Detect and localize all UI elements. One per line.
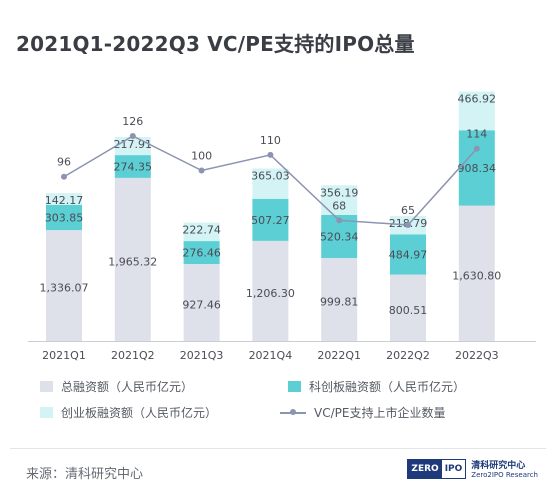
data-label-chinext: 222.74 — [182, 224, 221, 237]
data-label-total: 999.81 — [320, 296, 359, 309]
bar-total — [183, 264, 220, 341]
data-label-star: 484.97 — [389, 248, 428, 261]
bar-star — [183, 241, 220, 265]
data-label-chinext: 356.19 — [320, 186, 359, 199]
x-tick-label: 2022Q3 — [455, 349, 499, 362]
data-label-total: 927.46 — [182, 299, 221, 312]
legend-swatch-line — [280, 407, 306, 418]
data-label-star: 276.46 — [182, 247, 221, 260]
data-label-total: 1,206.30 — [246, 287, 295, 300]
line-data-label: 65 — [401, 204, 415, 217]
data-label-star: 507.27 — [251, 214, 290, 227]
legend-swatch-total — [40, 381, 53, 392]
bar-star — [46, 204, 82, 231]
legend-item-chinext: 创业板融资额（人民币亿元） — [40, 404, 217, 421]
line-data-label: 126 — [122, 115, 143, 128]
footer-divider — [10, 448, 546, 449]
x-tick-label: 2022Q1 — [317, 349, 361, 362]
legend-item-total: 总融资额（人民币亿元） — [40, 378, 193, 395]
logo-mark: ZERO IPO — [407, 458, 467, 479]
bar-chinext — [252, 168, 289, 199]
legend-item-line: VC/PE支持上市企业数量 — [280, 404, 445, 421]
bar-total — [321, 258, 358, 341]
data-label-star: 908.34 — [458, 162, 497, 175]
logo-en: Zero2IPO Research — [471, 471, 538, 479]
line-point — [61, 173, 67, 180]
legend-label-total: 总融资额（人民币亿元） — [61, 380, 194, 394]
line-point — [473, 145, 480, 152]
bar-chinext — [183, 222, 220, 242]
x-tick-label: 2021Q2 — [111, 349, 155, 362]
source-note: 来源：清科研究中心 — [26, 467, 144, 482]
logo-ipo: IPO — [444, 463, 463, 474]
data-label-total: 1,336.07 — [40, 282, 89, 295]
bar-chinext — [458, 91, 495, 131]
line-data-label: 68 — [332, 199, 346, 212]
line-point — [405, 222, 411, 228]
logo-cn: 清科研究中心 — [471, 461, 526, 471]
x-tick-label: 2021Q1 — [42, 349, 86, 362]
legend-label-chinext: 创业板融资额（人民币亿元） — [61, 406, 218, 420]
bar-star — [458, 130, 495, 206]
data-label-chinext: 142.17 — [45, 194, 84, 207]
line-data-label: 96 — [57, 156, 71, 169]
data-label-star: 274.35 — [114, 160, 153, 173]
line-point — [198, 167, 205, 174]
x-tick-label: 2022Q2 — [386, 349, 430, 362]
bar-total — [390, 274, 426, 341]
line-point — [129, 133, 136, 139]
chart-title: 2021Q1-2022Q3 VC/PE支持的IPO总量 — [16, 32, 415, 56]
bar-chinext — [46, 193, 82, 205]
line-data-label: 110 — [260, 134, 281, 147]
zero2ipo-logo: ZERO IPO 清科研究中心 Zero2IPO Research — [407, 458, 538, 479]
bar-star — [114, 155, 151, 178]
line-data-label: 100 — [191, 149, 212, 162]
legend-label-star: 科创板融资额（人民币亿元） — [309, 380, 466, 394]
line-point — [267, 151, 274, 158]
data-label-chinext: 466.92 — [458, 92, 497, 105]
legend-item-star: 科创板融资额（人民币亿元） — [288, 378, 465, 395]
bar-star — [252, 198, 289, 241]
legend-swatch-star — [288, 381, 301, 392]
data-label-total: 800.51 — [389, 304, 428, 317]
data-label-total: 1,630.80 — [452, 269, 501, 282]
line-point — [336, 217, 343, 224]
bar-star — [390, 234, 426, 275]
chart-plot: 1,336.07303.85142.171,965.32274.35217.91… — [28, 91, 536, 362]
legend-swatch-chinext — [40, 407, 53, 418]
chart-legend: 总融资额（人民币亿元） 科创板融资额（人民币亿元） 创业板融资额（人民币亿元） … — [40, 378, 540, 438]
data-label-chinext: 365.03 — [251, 169, 290, 182]
x-tick-label: 2021Q4 — [249, 349, 293, 362]
data-label-total: 1,965.32 — [108, 255, 157, 268]
bar-total — [252, 240, 289, 341]
line-data-label: 114 — [466, 128, 487, 141]
bar-total — [46, 230, 82, 341]
legend-label-line: VC/PE支持上市企业数量 — [314, 406, 446, 420]
logo-zero: ZERO — [408, 459, 442, 478]
logo-text: 清科研究中心 Zero2IPO Research — [471, 458, 538, 479]
x-tick-label: 2021Q3 — [180, 349, 224, 362]
data-label-star: 520.34 — [320, 230, 359, 243]
bar-total — [458, 205, 495, 341]
bar-total — [114, 177, 151, 341]
data-label-star: 303.85 — [45, 211, 84, 224]
